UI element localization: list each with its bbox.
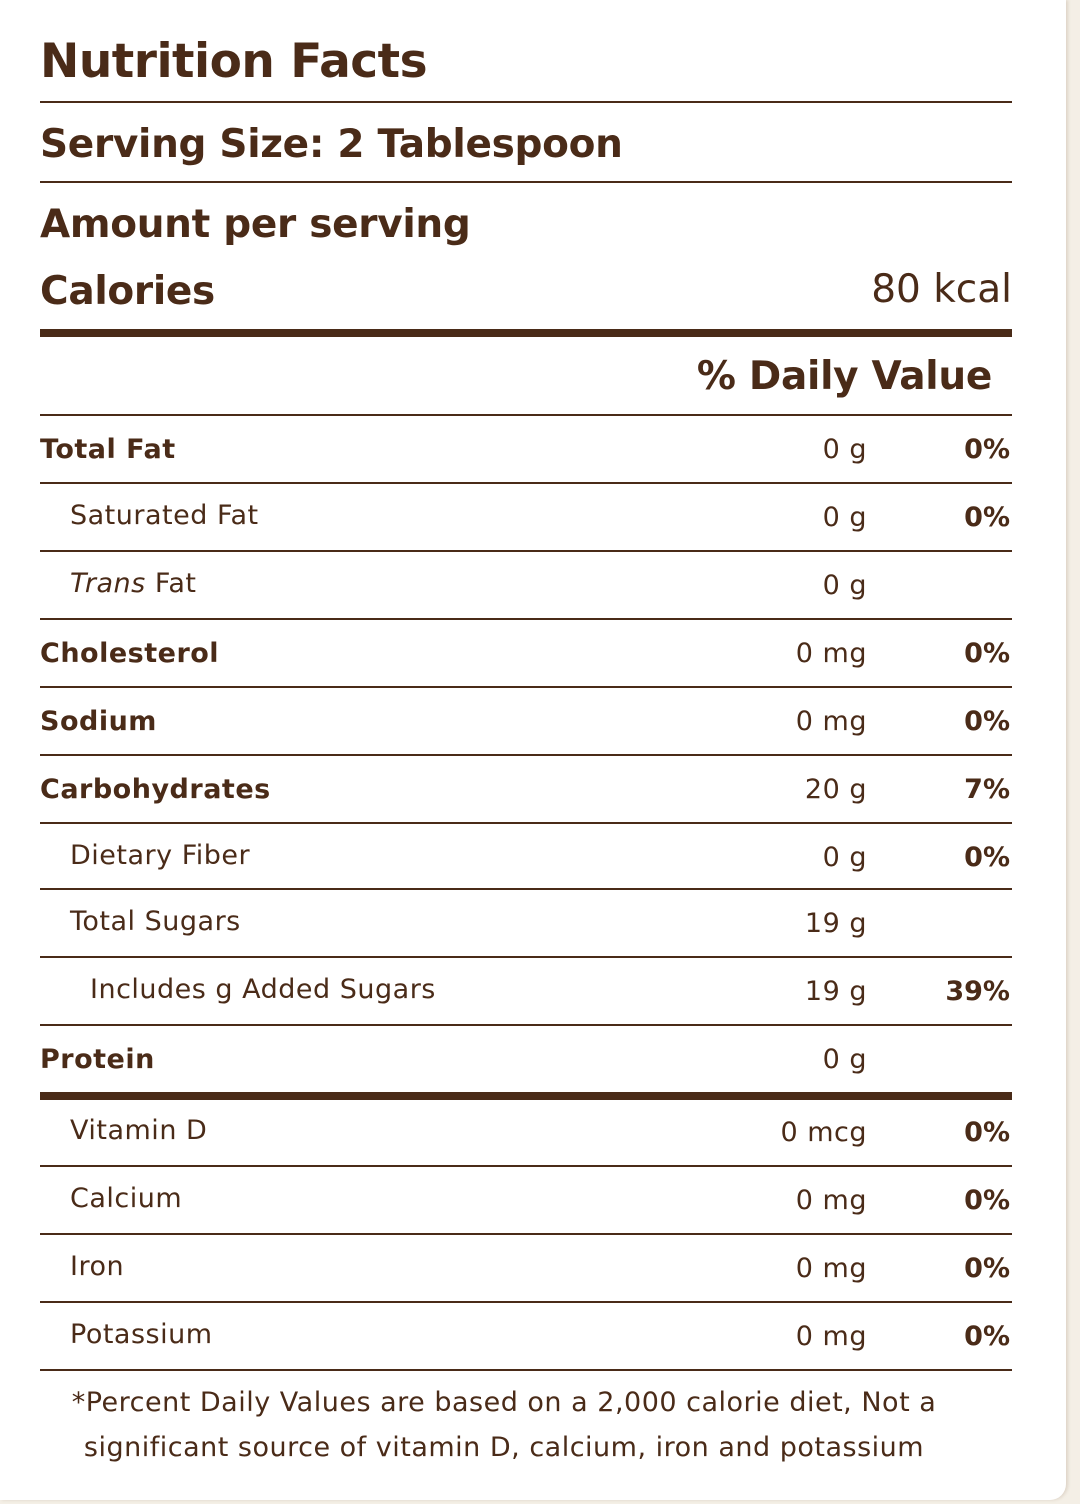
vitamin-daily-value: 0% [964,1253,1010,1284]
vitamin-amount: 0 mg [795,1185,867,1216]
nutrient-row-trans-fat: Trans Fat 0 g [40,552,1012,620]
nutrient-row-total-sugars: Total Sugars 19 g [40,890,1012,958]
nutrient-row-total-fat: Total Fat 0 g 0% [40,416,1012,484]
trans-italic-text: Trans [70,568,146,599]
nutrient-daily-value: 0% [964,434,1010,465]
nutrient-name: Trans Fat [70,550,197,618]
divider [40,181,1012,183]
nutrient-daily-value: 0% [964,638,1010,669]
divider [40,1165,1012,1167]
nutrient-name: Protein [40,1044,155,1075]
divider [40,888,1012,890]
nutrient-name: Dietary Fiber [70,840,251,871]
nutrient-amount: 0 g [822,434,867,465]
nutrient-row-dietary-fiber: Dietary Fiber 0 g 0% [40,824,1012,892]
calories-label: Calories [40,269,215,314]
nutrient-name: Cholesterol [40,638,220,669]
divider [40,754,1012,756]
nutrient-row-cholesterol: Cholesterol 0 mg 0% [40,620,1012,688]
nutrient-amount: 19 g [804,908,867,939]
nutrient-row-sodium: Sodium 0 mg 0% [40,688,1012,756]
nutrient-amount: 0 g [822,842,867,873]
vitamin-name: Iron [70,1251,125,1282]
nutrient-amount: 0 g [822,570,867,601]
divider [40,414,1012,416]
vitamin-name: Vitamin D [70,1115,208,1146]
nutrient-row-added-sugars: Includes g Added Sugars 19 g 39% [40,958,1012,1026]
vitamin-row-calcium: Calcium 0 mg 0% [40,1167,1012,1235]
vitamin-amount: 0 mg [795,1253,867,1284]
thick-divider [40,1092,1012,1100]
nutrient-amount: 0 g [822,502,867,533]
nutrient-name: Total Sugars [70,906,241,937]
divider [40,101,1012,103]
vitamin-daily-value: 0% [964,1117,1010,1148]
vitamin-amount: 0 mcg [780,1117,867,1148]
nutrient-daily-value: 0% [964,842,1010,873]
vitamin-amount: 0 mg [795,1321,867,1352]
nutrient-daily-value: 0% [964,706,1010,737]
divider [40,550,1012,552]
nutrient-row-saturated-fat: Saturated Fat 0 g 0% [40,484,1012,552]
thick-divider [40,329,1012,337]
divider [40,956,1012,958]
nutrient-name: Carbohydrates [40,774,271,805]
nutrient-name: Total Fat [40,434,176,465]
vitamin-row-vitamin-d: Vitamin D 0 mcg 0% [40,1099,1012,1167]
calories-value: 80 kcal [871,267,1012,312]
vitamin-row-potassium: Potassium 0 mg 0% [40,1303,1012,1371]
daily-value-footnote: *Percent Daily Values are based on a 2,0… [71,1387,937,1463]
vitamin-daily-value: 0% [964,1321,1010,1352]
nutrient-amount: 20 g [804,774,867,805]
nutrient-name: Includes g Added Sugars [90,974,436,1005]
vitamin-daily-value: 0% [964,1185,1010,1216]
label-title: Nutrition Facts [40,34,428,89]
nutrient-row-protein: Protein 0 g [40,1026,1012,1094]
divider [40,618,1012,620]
nutrient-amount: 0 mg [795,706,867,737]
divider [40,1301,1012,1303]
divider [40,482,1012,484]
divider [40,686,1012,688]
nutrient-amount: 0 mg [795,638,867,669]
nutrient-amount: 19 g [804,976,867,1007]
nutrient-row-carbohydrates: Carbohydrates 20 g 7% [40,756,1012,824]
nutrient-daily-value: 0% [964,502,1010,533]
serving-size: Serving Size: 2 Tablespoon [40,122,623,167]
vitamin-name: Calcium [70,1183,183,1214]
nutrient-daily-value: 39% [945,976,1010,1007]
daily-value-header: % Daily Value [696,354,992,399]
nutrient-amount: 0 g [822,1044,867,1075]
fat-text: Fat [145,568,197,599]
divider [40,1024,1012,1026]
nutrient-daily-value: 7% [964,774,1010,805]
nutrient-name: Sodium [40,706,157,737]
divider [40,822,1012,824]
amount-per-serving: Amount per serving [40,202,471,247]
divider [40,1233,1012,1235]
divider [40,1369,1012,1371]
vitamin-name: Potassium [70,1319,213,1350]
nutrient-name: Saturated Fat [70,500,259,531]
vitamin-row-iron: Iron 0 mg 0% [40,1235,1012,1303]
